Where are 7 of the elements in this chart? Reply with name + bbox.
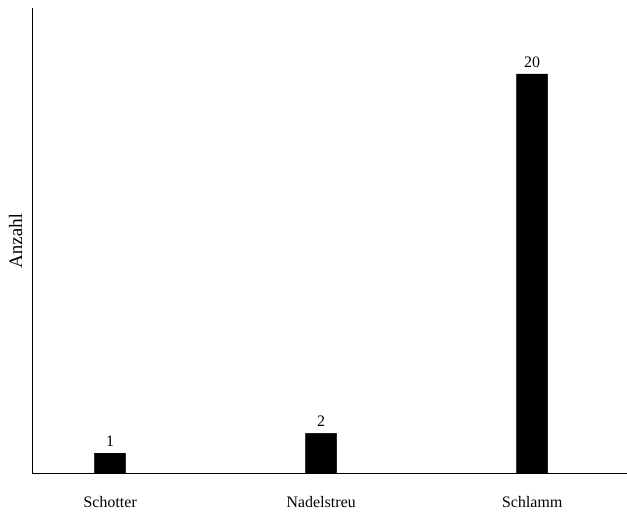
data-label: 20 — [524, 54, 540, 71]
data-label: 2 — [317, 413, 326, 430]
x-tick-label: Nadelstreu — [286, 494, 356, 512]
x-tick-label: Schotter — [83, 494, 138, 512]
x-tick-label: Schlamm — [502, 494, 563, 512]
y-axis-title: Anzahl — [6, 213, 27, 268]
data-label: 1 — [106, 433, 114, 450]
